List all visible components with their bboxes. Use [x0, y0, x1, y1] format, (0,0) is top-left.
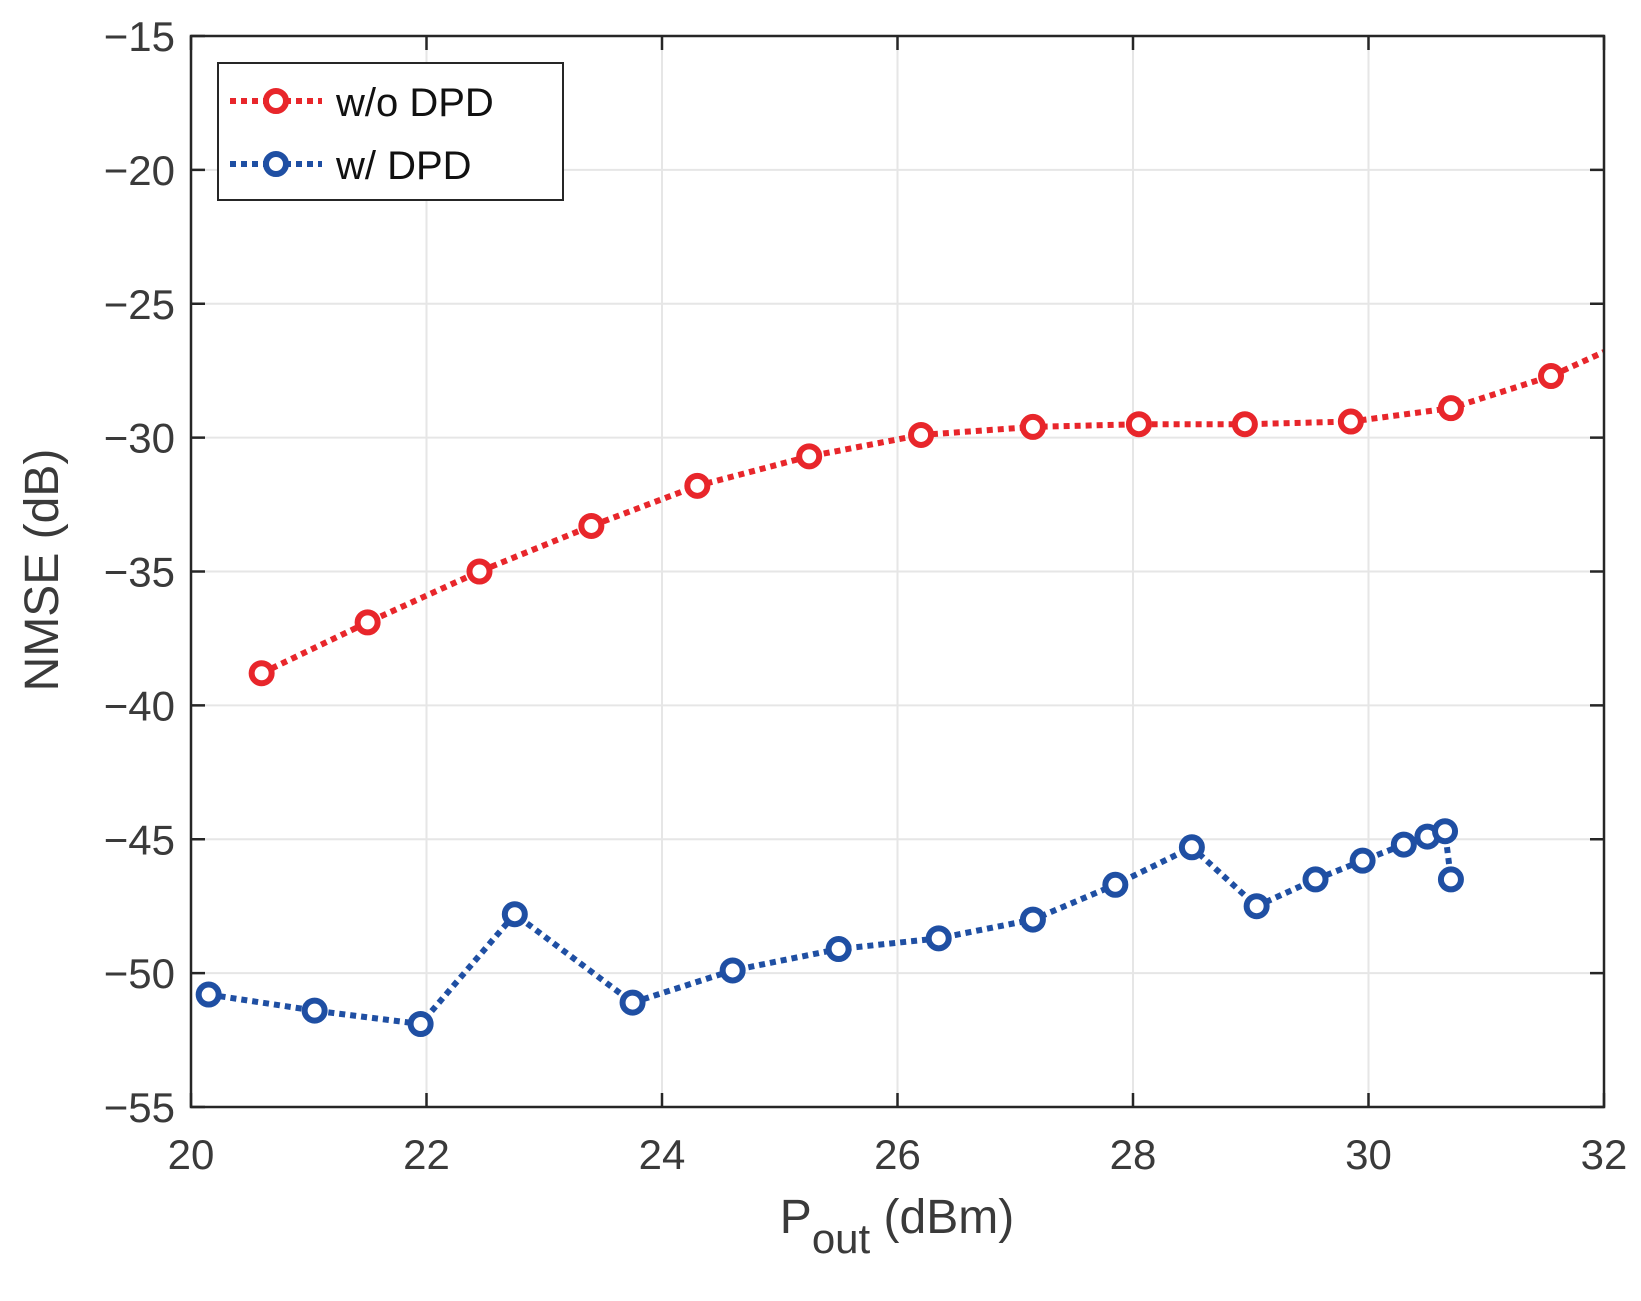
- data-point-w-dpd: [1102, 871, 1129, 898]
- tick-labels: 20 22 24 26 28 30 32 −15 −20 −25 −30 −35 −40 −45 −50 −5…: [104, 13, 1628, 1178]
- y-tick-label: −25: [104, 281, 175, 328]
- data-point-w-dpd: [301, 997, 328, 1024]
- data-point-w-dpd: [619, 989, 646, 1016]
- data-point-w-dpd: [1432, 818, 1459, 845]
- x-tick-label: 28: [1110, 1131, 1157, 1178]
- legend-box: [217, 62, 564, 201]
- data-point-w-o-dpd: [1231, 411, 1258, 438]
- data-point-w-dpd: [1302, 866, 1329, 893]
- series-line-w-o-dpd: [260, 349, 1604, 676]
- data-point-w-o-dpd: [466, 558, 493, 585]
- y-tick-label: −45: [104, 816, 175, 863]
- data-point-w-dpd: [825, 936, 852, 963]
- legend-marker-w-dpd: [263, 151, 289, 177]
- data-point-w-dpd: [1390, 831, 1417, 858]
- legend-marker-w-o-dpd: [263, 88, 289, 114]
- x-tick-label: 32: [1581, 1131, 1628, 1178]
- y-tick-label: −55: [104, 1084, 175, 1131]
- data-point-w-dpd: [1178, 834, 1205, 861]
- x-tick-label: 22: [403, 1131, 450, 1178]
- data-point-w-o-dpd: [1437, 395, 1464, 422]
- y-tick-label: −50: [104, 950, 175, 997]
- y-tick-label: −40: [104, 682, 175, 729]
- data-point-w-o-dpd: [248, 660, 275, 687]
- data-point-w-o-dpd: [354, 609, 381, 636]
- data-point-w-dpd: [1019, 906, 1046, 933]
- data-point-w-dpd: [1349, 847, 1376, 874]
- y-tick-label: −35: [104, 549, 175, 596]
- y-tick-label: −20: [104, 147, 175, 194]
- x-tick-label: 20: [168, 1131, 215, 1178]
- data-point-w-dpd: [195, 981, 222, 1008]
- data-point-w-dpd: [925, 925, 952, 952]
- data-point-w-o-dpd: [684, 472, 711, 499]
- y-axis-label: NMSE (dB): [16, 449, 69, 692]
- data-point-w-o-dpd: [1337, 408, 1364, 435]
- legend: w/o DPD w/ DPD: [217, 62, 564, 201]
- data-point-w-o-dpd: [1125, 411, 1152, 438]
- data-point-w-dpd: [1243, 893, 1270, 920]
- data-point-w-dpd: [719, 957, 746, 984]
- legend-label-w-o-dpd: w/o DPD: [335, 81, 494, 125]
- x-tick-label: 26: [874, 1131, 921, 1178]
- series-line-w-dpd: [208, 827, 1454, 1028]
- x-axis-label-sub: out: [812, 1215, 871, 1262]
- x-axis-label-main: P: [780, 1191, 812, 1244]
- x-axis-label: Pout (dBm): [780, 1191, 1014, 1262]
- y-tick-label: −30: [104, 415, 175, 462]
- ticks: [189, 34, 1606, 1109]
- data-point-w-dpd: [1437, 866, 1464, 893]
- y-tick-label: −15: [104, 13, 175, 60]
- data-point-w-dpd: [501, 901, 528, 928]
- x-axis-label-unit: (dBm): [870, 1191, 1014, 1244]
- data-point-w-o-dpd: [1019, 413, 1046, 440]
- data-point-w-o-dpd: [796, 443, 823, 470]
- legend-label-w-dpd: w/ DPD: [335, 144, 472, 188]
- data-point-w-dpd: [407, 1010, 434, 1037]
- series-layer: [195, 349, 1604, 1037]
- data-point-w-o-dpd: [1538, 363, 1565, 390]
- x-tick-label: 30: [1345, 1131, 1392, 1178]
- data-point-w-o-dpd: [578, 512, 605, 539]
- data-point-w-o-dpd: [908, 421, 935, 448]
- x-tick-label: 24: [639, 1131, 686, 1178]
